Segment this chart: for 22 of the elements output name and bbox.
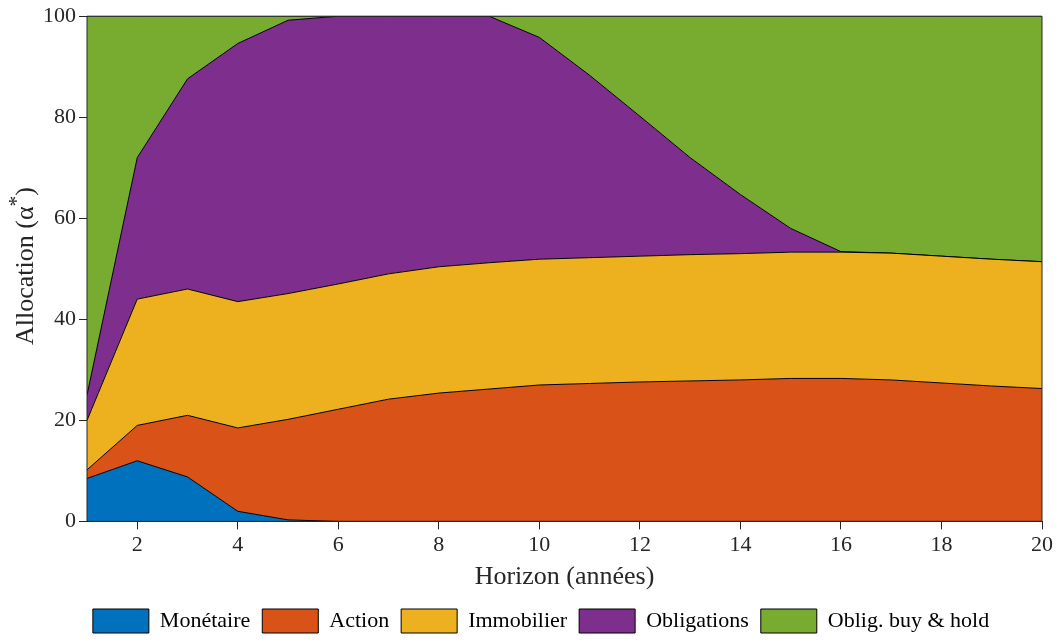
y-tick-label: 40 <box>54 305 76 331</box>
legend-label: Obligations <box>646 606 749 632</box>
legend-label: Action <box>329 606 390 632</box>
x-tick-label: 2 <box>131 531 143 557</box>
x-tick-label: 8 <box>433 531 445 557</box>
x-tick-label: 6 <box>332 531 344 557</box>
legend-label: Immobilier <box>468 606 568 632</box>
y-tick-label: 20 <box>54 406 76 432</box>
x-axis-title: Horizon (années) <box>474 561 655 591</box>
x-tick-label: 20 <box>1031 531 1053 557</box>
x-tick-label: 4 <box>232 531 244 557</box>
x-tick-label: 14 <box>729 531 752 557</box>
x-tick-label: 12 <box>628 531 651 557</box>
y-tick-label: 60 <box>54 204 76 230</box>
x-tick-label: 10 <box>528 531 551 557</box>
y-tick-label: 100 <box>43 1 76 27</box>
legend-label: Oblig. buy & hold <box>827 606 990 632</box>
legend-label: Monétaire <box>159 606 251 632</box>
x-tick-label: 18 <box>930 531 953 557</box>
x-tick-label: 16 <box>829 531 852 557</box>
y-tick-label: 0 <box>65 507 76 533</box>
y-tick-label: 80 <box>54 103 76 129</box>
